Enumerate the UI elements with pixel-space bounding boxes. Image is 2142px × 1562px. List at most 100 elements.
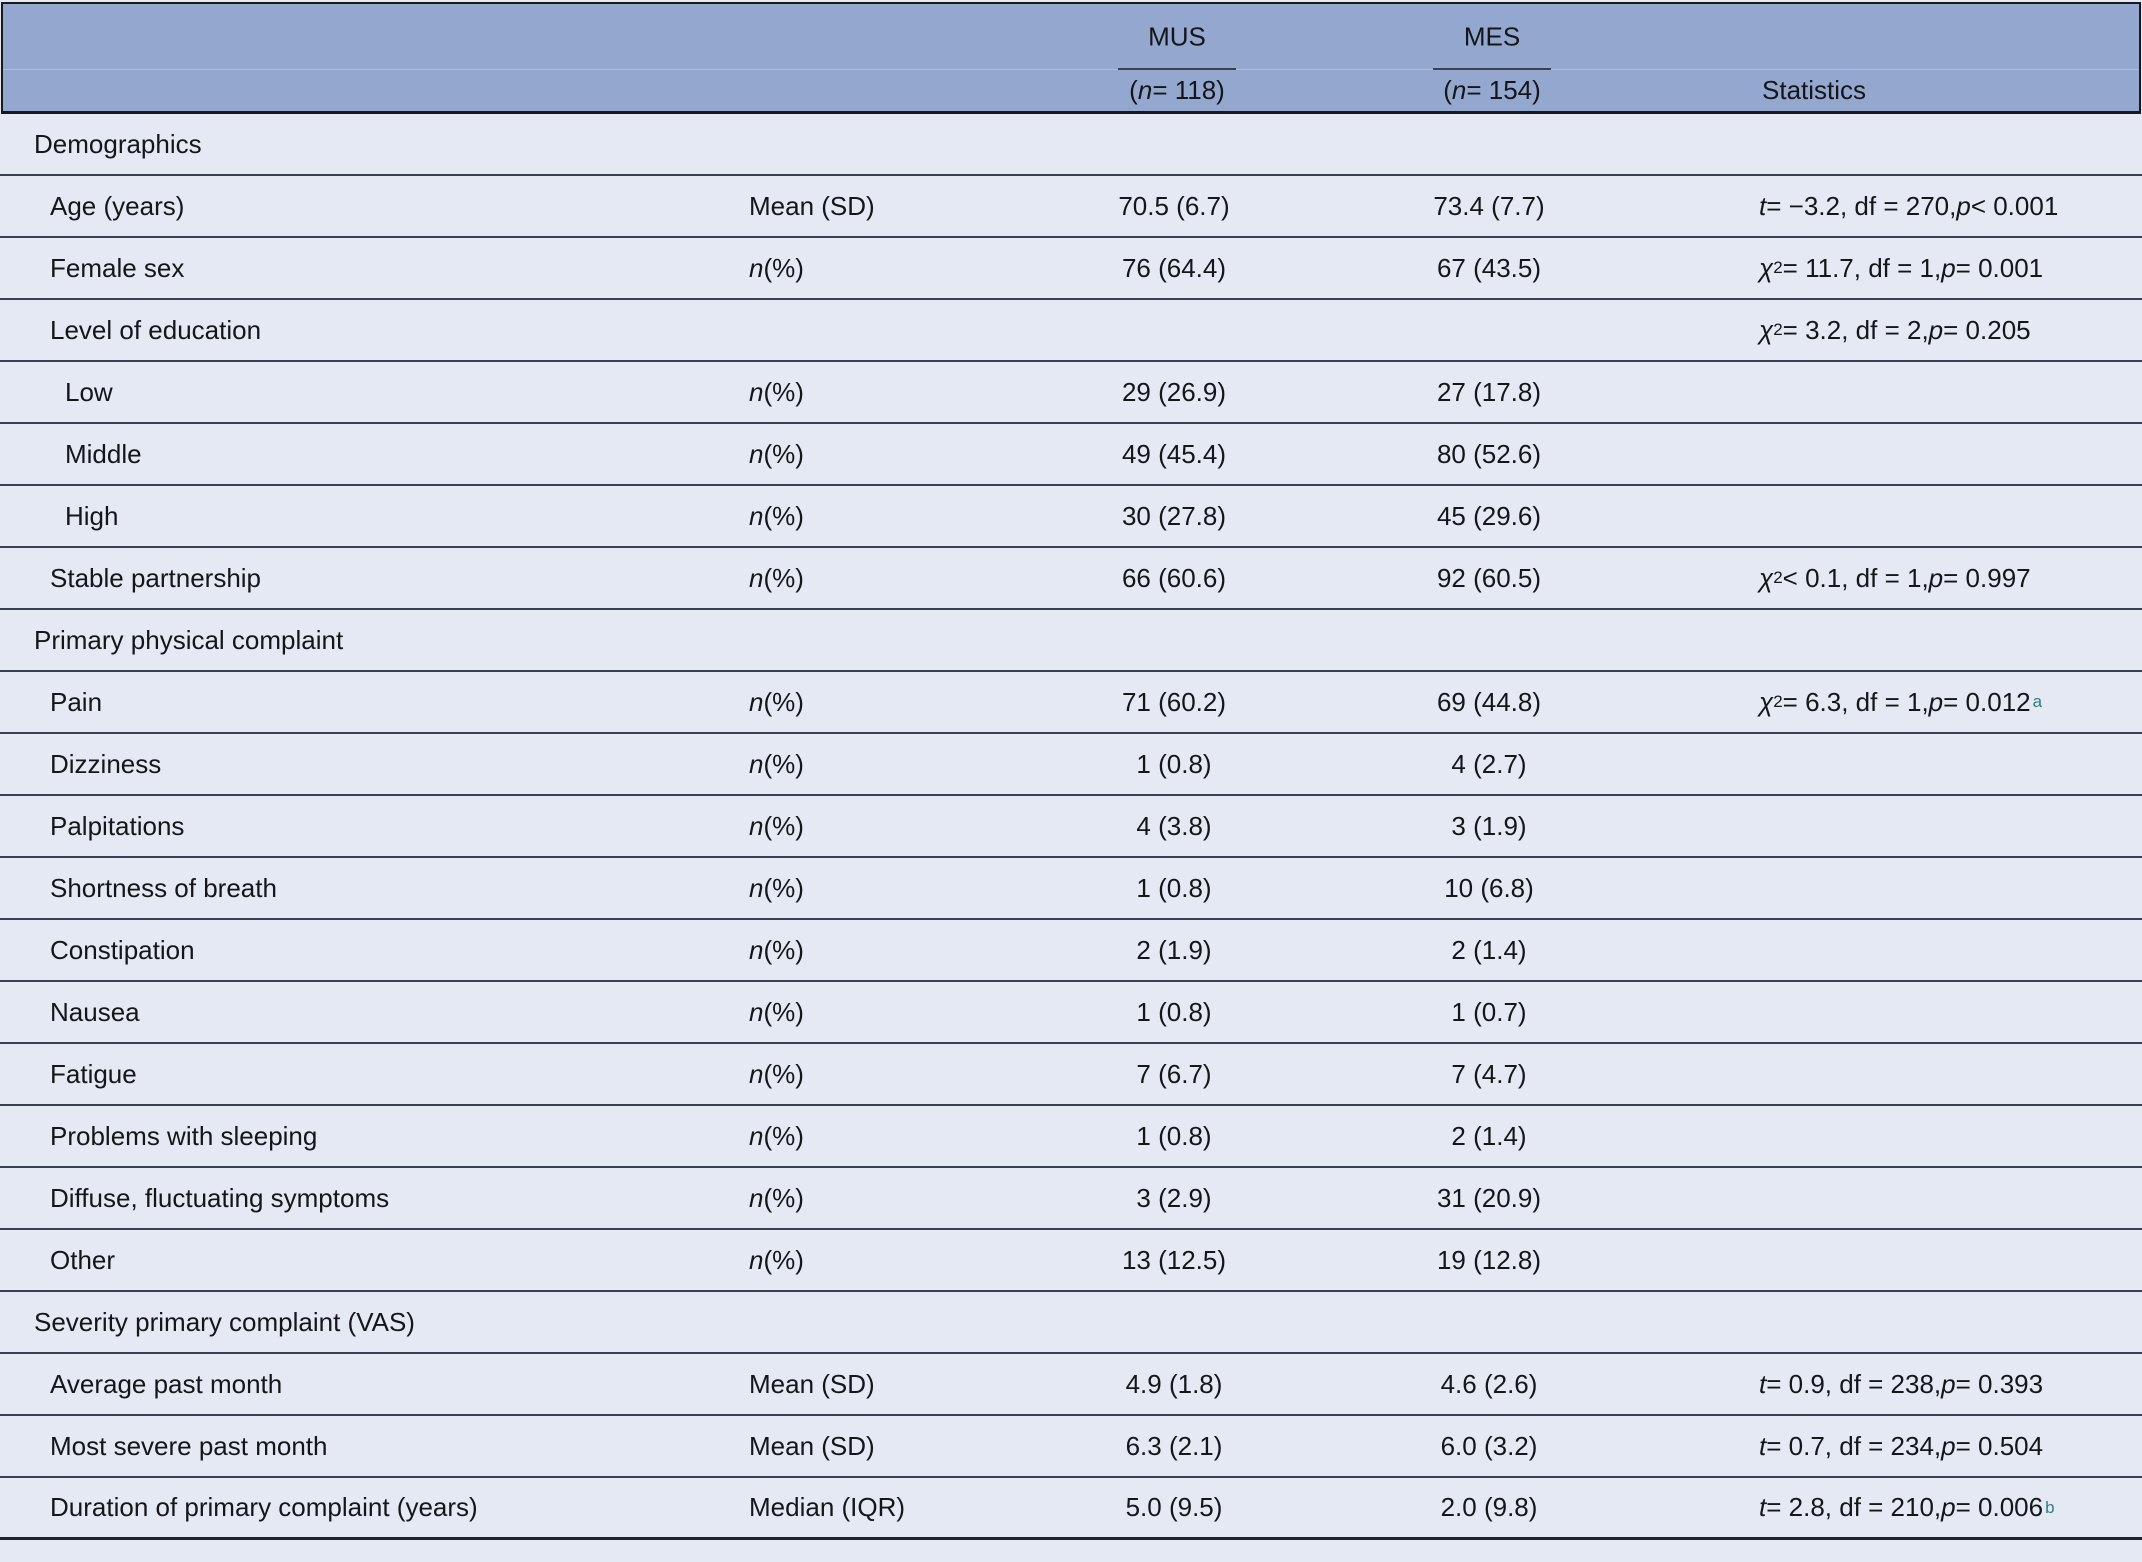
mes-value-cell: 2 (1.4) [1289,1106,1689,1166]
stats-cell [1689,734,2140,794]
p-value: = 0.006 [1955,1492,2044,1522]
stats-cell [1689,920,2140,980]
table-row: Diffuse, fluctuating symptoms n (%) 3 (2… [0,1168,2142,1230]
header-group-row: MUS MES [3,4,2139,70]
row-label: Shortness of breath [50,872,277,903]
mus-value: 1 (0.8) [1136,1120,1212,1151]
stats-cell [1689,424,2140,484]
mus-value: 1 (0.8) [1136,748,1212,779]
mus-value-cell: 2 (1.9) [1059,920,1289,980]
mus-value-cell: 70.5 (6.7) [1059,176,1289,236]
p-value: = 0.001 [1955,252,2044,283]
measure-n-symbol: n [749,1244,764,1275]
table-row: Fatigue n (%) 7 (6.7) 7 (4.7) [0,1044,2142,1106]
p-value: < 0.001 [1970,190,2059,221]
table-row: Low n (%) 29 (26.9) 27 (17.8) [0,362,2142,424]
table-row: Palpitations n (%) 4 (3.8) 3 (1.9) [0,796,2142,858]
mus-value-cell: 30 (27.8) [1059,486,1289,546]
row-label: Age (years) [50,190,185,221]
measure-cell: Mean (SD) [709,1416,1059,1476]
stats-cell: t = −3.2, df = 270, p < 0.001 [1689,176,2140,236]
stat-mid: = 3.2, df = 2, [1782,314,1929,345]
measure-cell: Mean (SD) [709,1354,1059,1414]
row-label: High [65,500,119,531]
mus-value-cell: 3 (2.9) [1059,1168,1289,1228]
measure-cell: Median (IQR) [709,1478,1059,1537]
mus-value: 76 (64.4) [1121,252,1227,283]
row-label: Problems with sleeping [50,1120,318,1151]
measure-text: (%) [763,748,804,779]
stat-symbol: χ [1759,562,1774,593]
mus-value: 71 (60.2) [1121,686,1227,717]
stat-symbol: t [1759,1430,1767,1461]
row-label: Primary physical complaint [34,624,344,655]
p-symbol: p [1928,314,1944,345]
mus-value-cell: 4.9 (1.8) [1059,1354,1289,1414]
row-label-cell: Average past month [0,1354,709,1414]
mus-value-cell [1059,114,1289,174]
mus-value: 70.5 (6.7) [1118,190,1230,221]
table-row: Shortness of breath n (%) 1 (0.8) 10 (6.… [0,858,2142,920]
row-label-cell: Age (years) [0,176,709,236]
mes-value: 3 (1.9) [1451,810,1527,841]
measure-text: Mean (SD) [749,1368,875,1399]
stat-symbol: χ [1759,314,1774,345]
measure-n-symbol: n [749,996,764,1027]
measure-cell: n (%) [709,1168,1059,1228]
row-label-cell: Pain [0,672,709,732]
mus-value-cell: 29 (26.9) [1059,362,1289,422]
row-label-cell: Primary physical complaint [0,610,709,670]
mus-value-cell [1059,300,1289,360]
mes-value-cell: 19 (12.8) [1289,1230,1689,1290]
mes-value-cell: 3 (1.9) [1289,796,1689,856]
stat-mid: = 0.9, df = 238, [1766,1368,1942,1399]
measure-n-symbol: n [749,934,764,965]
stats-cell [1689,610,2140,670]
table-row: Age (years) Mean (SD) 70.5 (6.7) 73.4 (7… [0,176,2142,238]
table-row: Primary physical complaint [0,610,2142,672]
measure-n-symbol: n [749,1058,764,1089]
mus-value: 30 (27.8) [1121,500,1227,531]
row-label-cell: Most severe past month [0,1416,709,1476]
row-label: Female sex [50,252,185,283]
n-symbol: n [1137,75,1153,105]
measure-cell: n (%) [709,796,1059,856]
row-label: Dizziness [50,748,162,779]
row-label: Nausea [50,996,140,1027]
mes-value: 92 (60.5) [1436,562,1542,593]
mes-value: 6.0 (3.2) [1440,1430,1538,1461]
p-symbol: p [1928,562,1944,593]
row-label: Average past month [50,1368,283,1399]
mus-value-cell: 49 (45.4) [1059,424,1289,484]
mes-value-cell: 6.0 (3.2) [1289,1416,1689,1476]
measure-n-symbol: n [749,748,764,779]
table-row: Middle n (%) 49 (45.4) 80 (52.6) [0,424,2142,486]
stat-symbol: t [1759,190,1767,221]
mes-value-cell: 2 (1.4) [1289,920,1689,980]
stats-cell: t = 2.8, df = 210, p = 0.006 b [1759,1492,2055,1522]
mes-value-cell: 7 (4.7) [1289,1044,1689,1104]
stats-cell [1689,1292,2140,1352]
mes-value: 1 (0.7) [1451,996,1527,1027]
group-label-mus: MUS [1148,21,1206,51]
mus-value-cell: 71 (60.2) [1059,672,1289,732]
stats-cell [1689,982,2140,1042]
row-label-cell: Duration of primary complaint (years) [0,1478,709,1537]
p-value: = 0.504 [1955,1430,2044,1461]
measure-text: (%) [763,810,804,841]
row-label-cell: Palpitations [0,796,709,856]
table-row: Problems with sleeping n (%) 1 (0.8) 2 (… [0,1106,2142,1168]
p-value: = 0.997 [1943,562,2031,593]
mus-value-cell: 1 (0.8) [1059,734,1289,794]
row-label: Constipation [50,934,195,965]
mes-value-cell: 67 (43.5) [1289,238,1689,298]
measure-n-symbol: n [749,810,764,841]
mes-value-cell: 45 (29.6) [1289,486,1689,546]
row-label-cell: High [0,486,709,546]
mes-value: 2 (1.4) [1451,1120,1527,1151]
group-underline-mus [1118,68,1236,70]
p-symbol: p [1941,1492,1956,1522]
